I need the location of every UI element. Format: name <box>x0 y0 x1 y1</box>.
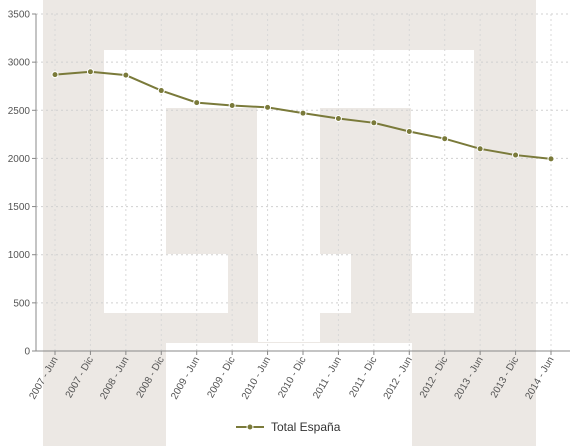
legend[interactable]: Total España <box>236 420 341 434</box>
data-point[interactable] <box>547 155 555 163</box>
data-point[interactable] <box>228 101 236 109</box>
y-tick-label: 0 <box>24 347 30 358</box>
y-tick-label: 1000 <box>8 250 31 261</box>
y-tick-label: 3000 <box>8 58 31 69</box>
data-point[interactable] <box>476 145 484 153</box>
grid-lines <box>36 13 570 351</box>
y-tick-label: 2000 <box>8 154 31 165</box>
data-point[interactable] <box>157 87 165 95</box>
data-point[interactable] <box>512 151 520 159</box>
data-point[interactable] <box>264 103 272 111</box>
y-tick-label: 2500 <box>8 106 31 117</box>
data-point[interactable] <box>441 135 449 143</box>
data-point[interactable] <box>299 109 307 117</box>
legend-point-marker <box>246 423 254 431</box>
y-tick-label: 1500 <box>8 202 31 213</box>
data-point[interactable] <box>193 99 201 107</box>
y-axis-ticks: 0 500 1000 1500 2000 2500 3000 3500 <box>8 10 36 358</box>
y-tick-label: 3500 <box>8 10 31 21</box>
data-point[interactable] <box>122 71 130 79</box>
data-point[interactable] <box>86 68 94 76</box>
watermark-logo <box>43 0 536 446</box>
y-tick-label: 500 <box>13 298 30 309</box>
data-point[interactable] <box>51 71 59 79</box>
data-point[interactable] <box>370 119 378 127</box>
legend-label[interactable]: Total España <box>271 420 341 434</box>
series-layer <box>51 68 555 163</box>
data-point[interactable] <box>405 127 413 135</box>
data-point[interactable] <box>334 114 342 122</box>
